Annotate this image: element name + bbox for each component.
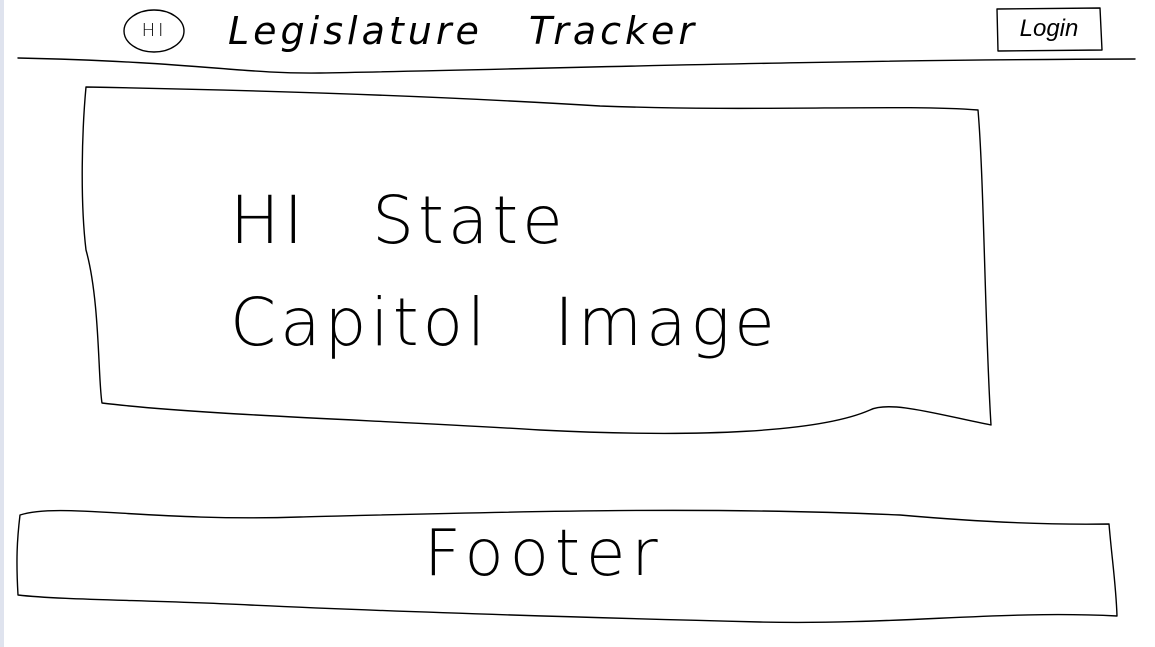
- app-title: Legislature Tracker: [228, 9, 699, 53]
- login-button[interactable]: Login: [996, 7, 1102, 51]
- logo-text: HI: [141, 20, 167, 41]
- app-logo[interactable]: HI: [123, 9, 185, 53]
- header-divider: [17, 57, 1136, 74]
- window-left-edge: [0, 0, 4, 647]
- hero-image-caption: HI State Capitol Image: [230, 182, 779, 362]
- footer-label: Footer: [424, 517, 664, 591]
